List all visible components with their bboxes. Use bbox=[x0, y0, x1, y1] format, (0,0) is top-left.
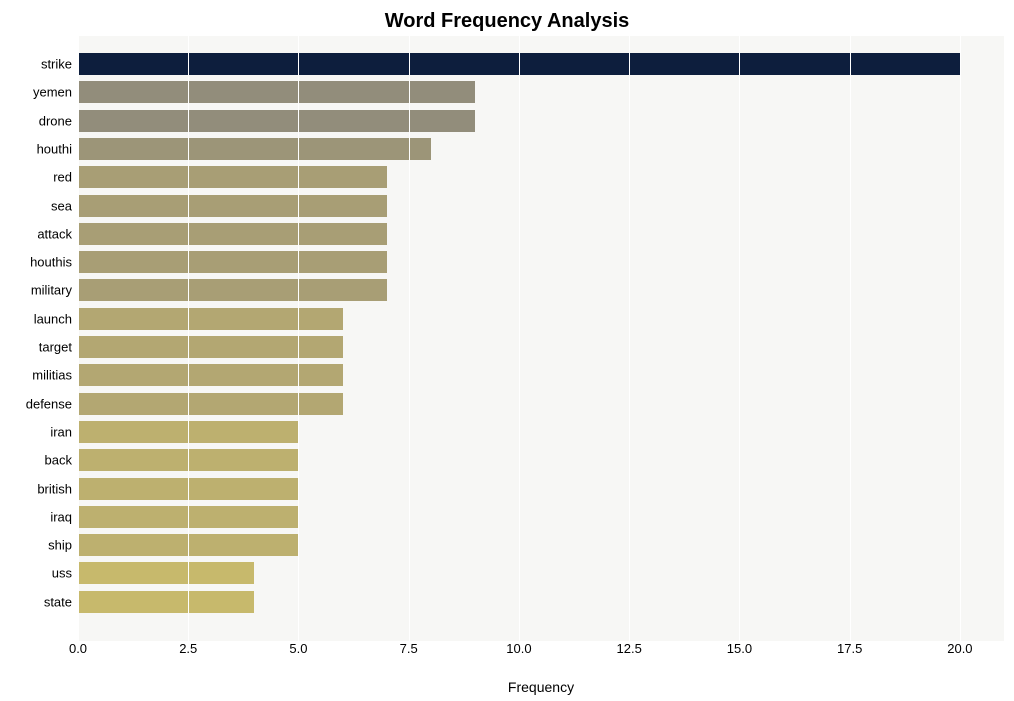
x-axis: 0.02.55.07.510.012.515.017.520.0 bbox=[78, 641, 1004, 671]
y-tick-label: iran bbox=[50, 424, 72, 439]
grid-line bbox=[298, 36, 299, 641]
x-axis-title: Frequency bbox=[78, 679, 1004, 695]
y-tick-label: militias bbox=[32, 368, 72, 383]
bar bbox=[78, 251, 387, 273]
x-tick-label: 17.5 bbox=[837, 641, 862, 656]
y-tick-label: red bbox=[53, 170, 72, 185]
bar-row: red bbox=[78, 166, 1004, 188]
bar-row: sea bbox=[78, 195, 1004, 217]
y-tick-label: uss bbox=[52, 566, 72, 581]
bar-row: target bbox=[78, 336, 1004, 358]
bar-row: defense bbox=[78, 393, 1004, 415]
x-tick-label: 0.0 bbox=[69, 641, 87, 656]
y-tick-label: drone bbox=[39, 113, 72, 128]
bar-row: yemen bbox=[78, 81, 1004, 103]
bar bbox=[78, 223, 387, 245]
bar bbox=[78, 138, 431, 160]
bar bbox=[78, 279, 387, 301]
bar-row: iraq bbox=[78, 506, 1004, 528]
bar-row: militias bbox=[78, 364, 1004, 386]
bar bbox=[78, 591, 254, 613]
grid-line bbox=[78, 36, 79, 641]
grid-line bbox=[960, 36, 961, 641]
chart-title: Word Frequency Analysis bbox=[10, 10, 1004, 33]
plot-area: strike yemen drone houthi red sea attack houthi… bbox=[78, 36, 1004, 641]
y-tick-label: houthi bbox=[37, 141, 72, 156]
bar bbox=[78, 195, 387, 217]
bar-row: back bbox=[78, 449, 1004, 471]
y-tick-label: target bbox=[39, 340, 72, 355]
y-tick-label: military bbox=[31, 283, 72, 298]
y-tick-label: sea bbox=[51, 198, 72, 213]
y-tick-label: attack bbox=[37, 226, 72, 241]
bar-row: launch bbox=[78, 308, 1004, 330]
x-tick-label: 5.0 bbox=[289, 641, 307, 656]
y-tick-label: iraq bbox=[50, 509, 72, 524]
bar bbox=[78, 364, 343, 386]
x-tick-label: 20.0 bbox=[947, 641, 972, 656]
x-tick-label: 12.5 bbox=[617, 641, 642, 656]
y-tick-label: houthis bbox=[30, 255, 72, 270]
bar bbox=[78, 562, 254, 584]
grid-line bbox=[739, 36, 740, 641]
bar-row: drone bbox=[78, 110, 1004, 132]
y-tick-label: yemen bbox=[33, 85, 72, 100]
bars-layer: strike yemen drone houthi red sea attack houthi… bbox=[78, 36, 1004, 641]
bar-row: british bbox=[78, 478, 1004, 500]
bar-row: military bbox=[78, 279, 1004, 301]
x-tick-label: 7.5 bbox=[400, 641, 418, 656]
grid-line bbox=[629, 36, 630, 641]
x-tick-label: 15.0 bbox=[727, 641, 752, 656]
bar bbox=[78, 336, 343, 358]
bar-row: houthi bbox=[78, 138, 1004, 160]
y-tick-label: defense bbox=[26, 396, 72, 411]
bar bbox=[78, 166, 387, 188]
bar-row: state bbox=[78, 591, 1004, 613]
grid-line bbox=[188, 36, 189, 641]
bar-row: ship bbox=[78, 534, 1004, 556]
y-tick-label: launch bbox=[34, 311, 72, 326]
bar bbox=[78, 110, 475, 132]
bar bbox=[78, 308, 343, 330]
x-tick-label: 2.5 bbox=[179, 641, 197, 656]
grid-line bbox=[409, 36, 410, 641]
bar-row: attack bbox=[78, 223, 1004, 245]
grid-line bbox=[519, 36, 520, 641]
bar bbox=[78, 81, 475, 103]
bar-row: strike bbox=[78, 53, 1004, 75]
y-tick-label: back bbox=[45, 453, 72, 468]
bar bbox=[78, 393, 343, 415]
grid-line bbox=[850, 36, 851, 641]
y-tick-label: ship bbox=[48, 538, 72, 553]
y-tick-label: british bbox=[37, 481, 72, 496]
bar-row: houthis bbox=[78, 251, 1004, 273]
x-tick-label: 10.0 bbox=[506, 641, 531, 656]
bar-row: uss bbox=[78, 562, 1004, 584]
y-tick-label: state bbox=[44, 594, 72, 609]
bar-row: iran bbox=[78, 421, 1004, 443]
y-tick-label: strike bbox=[41, 57, 72, 72]
word-frequency-chart: Word Frequency Analysis strike yemen drone… bbox=[0, 0, 1014, 701]
